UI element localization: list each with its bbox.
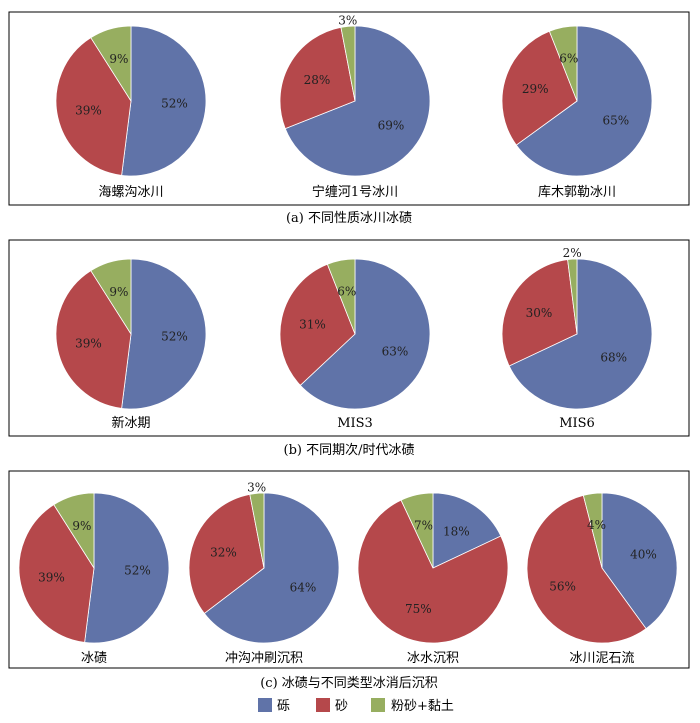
pie-slice-label-gravel: 63% [382, 344, 409, 358]
pie-slice-label-gravel: 18% [443, 524, 470, 538]
pie-slice-gravel [601, 492, 678, 630]
pie-chart-1-1: 63% 31% 6% MIS3 [279, 258, 431, 431]
pie-slice-silt-clay [53, 492, 95, 570]
pie-slice-label-silt-clay: 7% [414, 519, 433, 533]
pie-chart-0-0: 52% 39% 9% 海螺沟冰川 [55, 25, 207, 200]
panel-c-caption: (c) 冰碛与不同类型冰消后沉积 [260, 676, 438, 691]
pie-chart-2-3: 40% 56% 4% 冰川泥石流 [526, 492, 678, 666]
pie-slice-label-gravel: 40% [630, 548, 657, 562]
pie-chart-label: 海螺沟冰川 [98, 185, 163, 200]
pie-chart-0-2: 65% 29% 6% 库木郭勒冰川 [501, 25, 653, 200]
panel-c-frame [8, 470, 690, 669]
pie-chart-label: 冰川泥石流 [569, 651, 634, 666]
panel-b-caption: (b) 不同期次/时代冰碛 [284, 442, 415, 458]
pie-slice-label-gravel: 52% [161, 330, 188, 344]
pie-slice-label-sand: 56% [549, 580, 576, 594]
pie-slice-sand [357, 499, 509, 644]
pie-slice-silt-clay [548, 25, 578, 102]
pie-chart-label: 库木郭勒冰川 [538, 184, 616, 200]
pie-slice-label-sand: 39% [75, 337, 102, 351]
pie-slice-silt-clay [582, 492, 603, 569]
pie-slice-silt-clay [326, 258, 356, 335]
pie-slice-label-sand: 32% [210, 546, 237, 560]
pie-slice-label-gravel: 68% [600, 350, 627, 364]
legend-label-gravel: 砾 [277, 699, 290, 714]
pie-chart-label: 冰碛 [81, 651, 107, 666]
panel-a-caption: (a) 不同性质冰川冰碛 [286, 211, 412, 226]
pie-slice-gravel [203, 492, 340, 644]
pie-charts-layer: 52% 39% 9% 海螺沟冰川 69% 28% 3% 宁缠河1号冰川 65% 29% 6% 库木郭勒… [18, 13, 678, 666]
legend-swatch-silt-clay [371, 698, 385, 712]
pie-slice-label-sand: 31% [299, 318, 326, 332]
pie-slice-silt-clay [400, 492, 434, 569]
pie-slice-sand [279, 26, 356, 130]
panel-a-frame [8, 11, 690, 206]
pie-slice-silt-clay [90, 258, 132, 336]
pie-slice-silt-clay [90, 25, 132, 103]
pie-slice-gravel [121, 25, 207, 177]
pie-chart-label: 新冰期 [111, 415, 150, 431]
pie-slice-gravel [284, 25, 431, 177]
pie-chart-2-2: 18% 75% 7% 冰水沉积 [357, 492, 509, 666]
pie-slice-label-sand: 28% [304, 73, 331, 87]
pie-slice-label-sand: 39% [75, 104, 102, 118]
pie-slice-sand [188, 493, 265, 614]
pie-chart-label: 宁缠河1号冰川 [312, 184, 398, 200]
pie-slice-gravel [299, 258, 431, 410]
pie-slice-label-gravel: 52% [161, 97, 188, 111]
pie-slice-label-gravel: 52% [124, 564, 151, 578]
pie-slice-label-gravel: 65% [602, 114, 629, 128]
pie-slice-gravel [508, 258, 653, 410]
legend-swatch-sand [316, 698, 330, 712]
pie-slice-silt-clay [249, 492, 265, 569]
legend-label-sand: 砂 [335, 699, 348, 714]
pie-slice-label-silt-clay: 9% [72, 519, 91, 533]
pie-slice-silt-clay [340, 25, 356, 102]
pie-slice-label-silt-clay: 9% [109, 52, 128, 66]
legend: 砾 砂 粉砂+黏土 [258, 698, 454, 714]
pie-chart-label: 冰水沉积 [407, 651, 459, 666]
pie-slice-silt-clay [567, 258, 578, 335]
pie-chart-2-1: 64% 32% 3% 冲沟冲刷沉积 [188, 480, 340, 666]
pie-slice-label-silt-clay: 2% [563, 246, 582, 260]
legend-swatch-gravel [258, 698, 272, 712]
pie-chart-label: MIS3 [337, 416, 373, 431]
pie-chart-0-1: 69% 28% 3% 宁缠河1号冰川 [279, 13, 431, 200]
pie-slice-sand [501, 259, 578, 367]
pie-slice-label-silt-clay: 6% [337, 284, 356, 298]
pie-slice-label-silt-clay: 9% [109, 285, 128, 299]
pie-slice-sand [526, 494, 647, 644]
pie-slice-label-sand: 29% [522, 82, 549, 96]
panel-b-frame [8, 239, 690, 437]
pie-slice-gravel [515, 25, 653, 177]
pie-slice-label-silt-clay: 3% [338, 13, 357, 27]
pie-slice-label-silt-clay: 6% [559, 51, 578, 65]
pie-chart-label: 冲沟冲刷沉积 [225, 651, 303, 666]
pie-slice-gravel [432, 492, 502, 569]
pie-slice-label-sand: 75% [405, 602, 432, 616]
legend-label-silt-clay: 粉砂+黏土 [391, 698, 454, 714]
pie-slice-gravel [121, 258, 207, 410]
pie-slice-label-silt-clay: 4% [587, 518, 606, 532]
pie-slice-label-gravel: 64% [290, 580, 317, 594]
pie-slice-sand [501, 30, 578, 146]
pie-slice-gravel [84, 492, 170, 644]
pie-slice-label-sand: 39% [38, 571, 65, 585]
pie-chart-label: MIS6 [559, 416, 595, 431]
pie-chart-1-0: 52% 39% 9% 新冰期 [55, 258, 207, 431]
pie-chart-2-0: 52% 39% 9% 冰碛 [18, 492, 170, 666]
pie-chart-1-2: 68% 30% 2% MIS6 [501, 246, 653, 431]
pie-slice-sand [279, 263, 356, 386]
pie-slice-label-sand: 30% [526, 306, 553, 320]
pie-slice-label-silt-clay: 3% [247, 480, 266, 494]
pie-slice-label-gravel: 69% [378, 119, 405, 133]
